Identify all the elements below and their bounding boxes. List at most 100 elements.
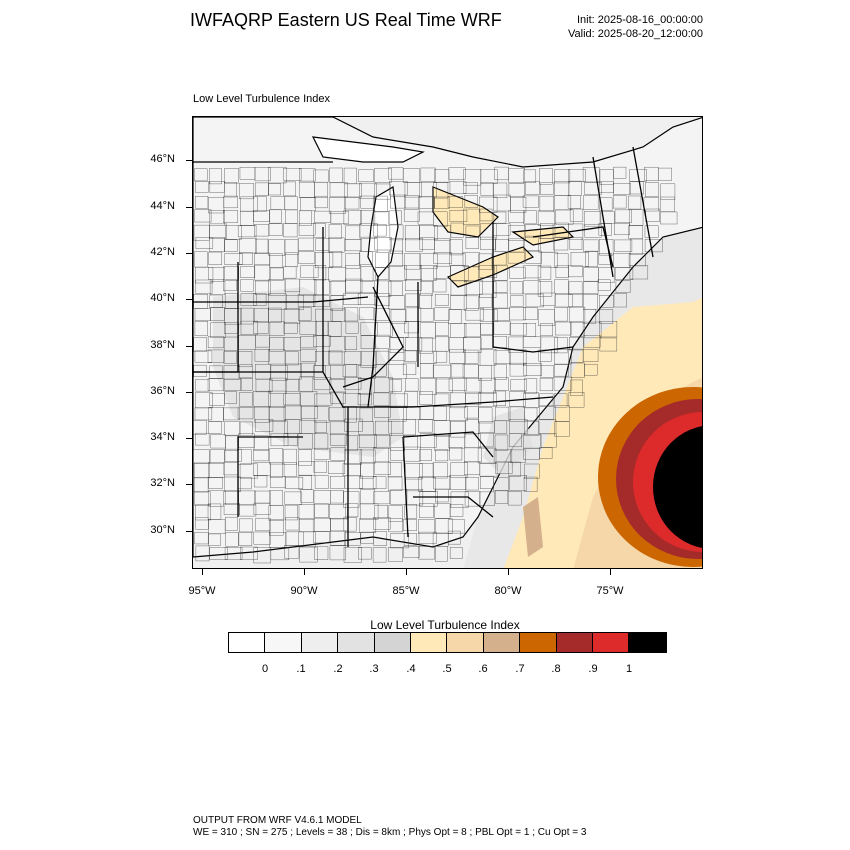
county-cell xyxy=(207,378,224,392)
county-cell xyxy=(493,363,507,380)
county-cell xyxy=(300,336,317,349)
county-cell xyxy=(269,253,283,269)
county-cell xyxy=(297,294,316,307)
map-canvas xyxy=(193,117,702,568)
county-cell xyxy=(268,166,287,184)
county-cell xyxy=(402,362,417,375)
county-cell xyxy=(463,337,482,354)
county-cell xyxy=(479,309,498,322)
county-cell xyxy=(329,545,347,561)
county-cell xyxy=(555,405,570,422)
county-cell xyxy=(419,463,434,478)
legend-label: .3 xyxy=(369,663,379,675)
county-cell xyxy=(493,350,511,364)
county-cell xyxy=(507,251,525,264)
county-cell xyxy=(314,182,328,198)
county-cell xyxy=(300,348,317,362)
county-cell xyxy=(360,503,379,520)
county-cell xyxy=(583,293,598,310)
county-cell xyxy=(435,489,449,503)
county-cell xyxy=(360,462,374,479)
init-valid-block: Init: 2025-08-16_00:00:00 Valid: 2025-08… xyxy=(568,13,703,41)
county-cell xyxy=(613,195,627,209)
county-cell xyxy=(223,503,240,515)
county-cell xyxy=(298,474,312,490)
county-cell xyxy=(509,475,527,491)
state-border xyxy=(367,276,379,408)
county-cell xyxy=(359,518,377,533)
county-cell xyxy=(600,211,615,224)
county-cell xyxy=(420,433,437,448)
legend-color-box xyxy=(556,633,593,652)
county-cell xyxy=(314,433,329,450)
county-cell xyxy=(390,309,407,324)
lat-tick xyxy=(186,253,192,254)
county-cell xyxy=(387,476,403,491)
county-cell xyxy=(553,376,573,391)
county-cell xyxy=(419,225,438,241)
county-cell xyxy=(555,265,569,278)
lat-label: 46°N xyxy=(150,153,175,165)
county-cell xyxy=(403,519,417,531)
county-cell xyxy=(568,348,584,363)
county-cell xyxy=(223,195,238,209)
county-cell xyxy=(419,503,434,519)
county-cell xyxy=(614,239,633,252)
county-cell xyxy=(194,308,211,321)
county-cell xyxy=(449,547,463,559)
county-cell xyxy=(223,279,237,291)
county-cell xyxy=(208,477,223,489)
county-cell xyxy=(464,323,481,338)
county-cell xyxy=(284,419,302,434)
county-cell xyxy=(540,365,554,378)
county-cell xyxy=(298,251,315,264)
county-cell xyxy=(298,223,316,236)
lon-label: 75°W xyxy=(596,585,624,597)
county-cell xyxy=(479,421,495,433)
county-cell xyxy=(537,265,552,280)
county-cell xyxy=(554,349,572,365)
legend-colorbar xyxy=(228,632,667,653)
county-cell xyxy=(269,209,282,224)
county-cell xyxy=(283,393,301,406)
county-cell xyxy=(582,167,600,183)
county-cell xyxy=(464,195,478,208)
county-cell xyxy=(493,211,507,224)
county-cell xyxy=(390,435,405,451)
county-cell xyxy=(240,307,254,325)
county-cell xyxy=(300,362,315,377)
county-cell xyxy=(524,463,540,479)
county-cell xyxy=(240,377,253,391)
county-cell xyxy=(224,421,241,436)
county-cell xyxy=(554,253,569,268)
county-cell xyxy=(195,504,211,521)
county-cell xyxy=(524,224,541,237)
county-cell xyxy=(328,237,345,253)
county-cell xyxy=(449,504,464,517)
county-cell xyxy=(493,420,508,434)
county-cell xyxy=(357,293,376,305)
county-cell xyxy=(283,168,302,181)
init-time: Init: 2025-08-16_00:00:00 xyxy=(577,14,703,26)
county-cell xyxy=(478,407,493,424)
county-cell xyxy=(523,434,542,449)
county-cell xyxy=(463,169,482,186)
lat-tick xyxy=(186,207,192,208)
county-cell xyxy=(240,546,258,560)
county-cell xyxy=(224,168,239,184)
county-cell xyxy=(268,183,281,196)
county-cell xyxy=(389,265,407,281)
county-cell xyxy=(523,307,538,320)
county-cell xyxy=(328,407,346,421)
county-cell xyxy=(450,265,469,281)
county-cell xyxy=(432,181,449,199)
county-cell xyxy=(450,462,468,478)
county-cell xyxy=(388,364,407,379)
county-cell xyxy=(432,462,448,479)
county-cell xyxy=(404,195,420,209)
county-cell xyxy=(493,390,506,406)
county-cell xyxy=(360,351,377,368)
county-cell xyxy=(613,293,627,308)
county-cell xyxy=(253,196,267,212)
lon-tick xyxy=(508,569,509,575)
